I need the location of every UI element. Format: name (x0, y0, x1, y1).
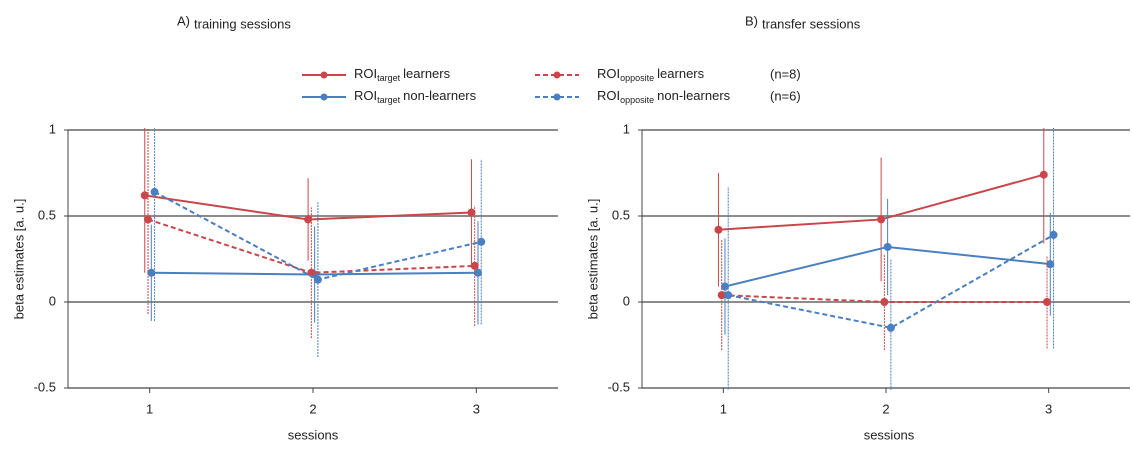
x-axis-label: sessions (864, 427, 915, 442)
y-tick-label: 1 (623, 121, 630, 136)
panel-title: transfer sessions (762, 16, 861, 31)
data-point (147, 268, 156, 277)
data-point (150, 187, 159, 196)
legend-base: ROI (354, 66, 377, 81)
x-tick-label: 2 (882, 401, 889, 416)
panel-letter: A) (177, 13, 190, 28)
data-point (473, 268, 482, 277)
data-point (883, 242, 892, 251)
data-point (877, 215, 886, 224)
panel-letter: B) (745, 13, 758, 28)
legend-base: ROI (354, 88, 377, 103)
x-tick-label: 3 (1045, 401, 1052, 416)
x-axis-label: sessions (288, 427, 339, 442)
legend-sub: opposite (620, 73, 654, 83)
legend-sub: opposite (620, 95, 654, 105)
legend-text: learners (657, 66, 704, 81)
legend-sub: target (377, 73, 401, 83)
data-point (140, 191, 149, 200)
y-tick-label: 0 (49, 293, 56, 308)
x-tick-label: 3 (473, 401, 480, 416)
x-tick-label: 1 (146, 401, 153, 416)
legend-label: ROIopposite non-learners (597, 88, 731, 105)
plot-area (140, 128, 486, 358)
plot-area (714, 128, 1058, 390)
data-point (1046, 260, 1055, 269)
data-point (1049, 230, 1058, 239)
x-tick-label: 1 (720, 401, 727, 416)
y-tick-label: -0.5 (608, 379, 630, 394)
data-point (886, 323, 895, 332)
legend-note: (n=6) (770, 88, 801, 103)
data-point (880, 298, 889, 306)
y-axis-label: beta estimates [a. u.] (11, 199, 26, 320)
data-point (477, 237, 486, 246)
y-tick-label: 0.5 (612, 207, 630, 222)
data-point (467, 208, 476, 217)
series-line (728, 234, 1055, 329)
legend-base: ROI (597, 88, 620, 103)
x-tick-label: 2 (309, 401, 316, 416)
data-point (717, 291, 726, 300)
legend-text: non-learners (403, 88, 476, 103)
y-tick-label: 1 (49, 121, 56, 136)
legend-note: (n=8) (770, 66, 801, 81)
data-point (1043, 298, 1052, 306)
data-point (724, 291, 733, 300)
y-axis-label: beta estimates [a. u.] (585, 199, 600, 320)
legend-label: ROItarget learners (354, 66, 451, 83)
panel-title: training sessions (194, 16, 291, 31)
legend-marker (553, 71, 561, 79)
legend-marker (320, 71, 328, 79)
data-point (307, 268, 316, 277)
legend-sub: target (377, 95, 401, 105)
data-point (1039, 170, 1048, 179)
legend-marker (553, 93, 561, 101)
data-point (720, 282, 729, 291)
y-tick-label: 0 (623, 293, 630, 308)
data-point (313, 275, 322, 284)
legend-label: ROItarget non-learners (354, 88, 477, 105)
legend-label: ROIopposite learners (597, 66, 705, 83)
legend-base: ROI (597, 66, 620, 81)
data-point (304, 215, 313, 224)
y-tick-label: 0.5 (38, 207, 56, 222)
legend-text: non-learners (657, 88, 730, 103)
legend-text: learners (403, 66, 450, 81)
y-tick-label: -0.5 (34, 379, 56, 394)
data-point (144, 215, 153, 224)
data-point (714, 225, 723, 234)
legend-marker (320, 93, 328, 101)
data-point (470, 261, 479, 270)
